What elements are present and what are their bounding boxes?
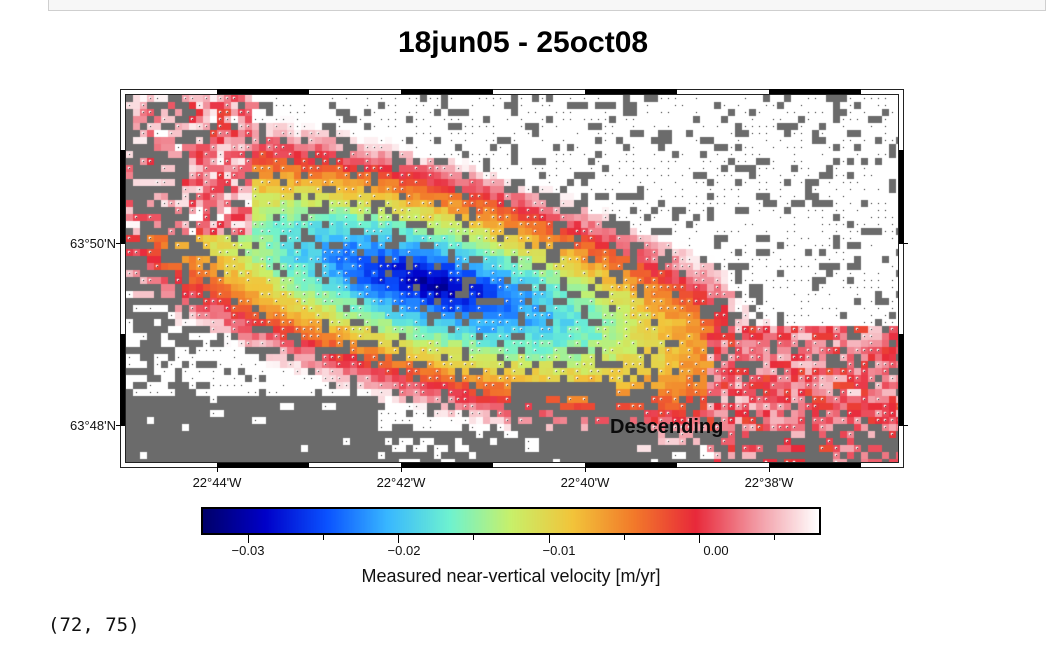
lon-label-22-38: 22°38'W — [744, 475, 794, 490]
colorbar-tick — [323, 535, 325, 540]
frame-segment — [769, 463, 861, 468]
frame-segment — [585, 89, 677, 94]
colorbar-gradient — [203, 509, 819, 533]
map-panel: Descending — [125, 94, 899, 463]
lon-tick — [769, 463, 770, 472]
colorbar-label-neg003: −0.03 — [231, 543, 265, 558]
colorbar-tick — [548, 535, 550, 543]
lon-label-22-44: 22°44'W — [192, 475, 242, 490]
lat-tick — [899, 243, 908, 244]
lat-tick — [116, 243, 125, 244]
colorbar-tick — [473, 535, 475, 540]
lon-tick — [585, 463, 586, 472]
lon-label-22-40: 22°40'W — [560, 475, 610, 490]
colorbar-label-neg001: −0.01 — [542, 543, 576, 558]
frame-segment — [899, 150, 904, 243]
annotation-descending: Descending — [610, 416, 724, 438]
colorbar-tick — [248, 535, 250, 543]
notebook-cell-border — [48, 0, 1046, 11]
lat-tick — [116, 425, 125, 426]
lat-tick — [899, 425, 908, 426]
frame-segment — [401, 89, 493, 94]
colorbar-label-000: 0.00 — [703, 543, 729, 558]
frame-segment — [401, 463, 493, 468]
velocity-field — [126, 95, 898, 462]
frame-segment — [585, 463, 677, 468]
colorbar-tick — [398, 535, 400, 543]
lon-label-22-42: 22°42'W — [376, 475, 426, 490]
colorbar-tick — [698, 535, 700, 543]
lat-label-63-48: 63°48'N — [70, 418, 116, 433]
frame-segment — [217, 463, 309, 468]
figure-title: 18jun05 - 25oct08 — [397, 26, 649, 59]
lon-tick — [217, 463, 218, 472]
frame-segment — [120, 150, 125, 243]
frame-segment — [120, 334, 125, 425]
frame-segment — [217, 89, 309, 94]
colorbar-label-neg002: −0.02 — [387, 543, 421, 558]
cell-output: (72, 75) — [48, 614, 140, 636]
lon-tick — [401, 463, 402, 472]
frame-segment — [769, 89, 861, 94]
colorbar-tick — [773, 535, 775, 540]
colorbar-title: Measured near-vertical velocity [m/yr] — [361, 566, 661, 586]
colorbar-tick — [623, 535, 625, 540]
lat-label-63-50: 63°50'N — [70, 236, 116, 251]
frame-segment — [899, 334, 904, 425]
colorbar-frame — [201, 507, 821, 535]
